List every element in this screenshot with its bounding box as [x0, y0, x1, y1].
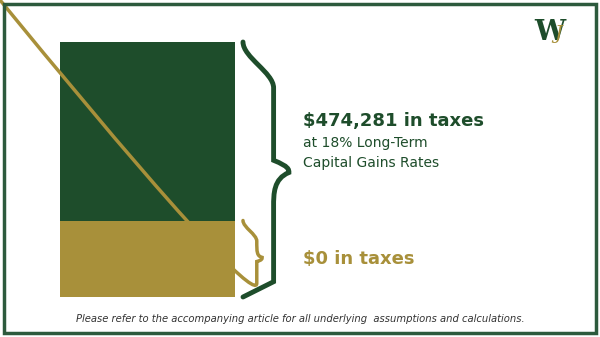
Bar [60, 220, 235, 297]
Text: $474,281 in taxes: $474,281 in taxes [303, 112, 484, 130]
Text: Please refer to the accompanying article for all underlying  assumptions and cal: Please refer to the accompanying article… [76, 314, 524, 324]
Text: W: W [535, 19, 566, 45]
Text: at 18% Long-Term
Capital Gains Rates: at 18% Long-Term Capital Gains Rates [303, 136, 439, 170]
Text: $2.364m
Growth: $2.364m Growth [113, 113, 182, 150]
Bar [60, 42, 235, 220]
Text: J: J [554, 25, 562, 43]
Text: $600,000
Contribution: $600,000 Contribution [104, 241, 191, 276]
Text: $0 in taxes: $0 in taxes [303, 250, 415, 268]
